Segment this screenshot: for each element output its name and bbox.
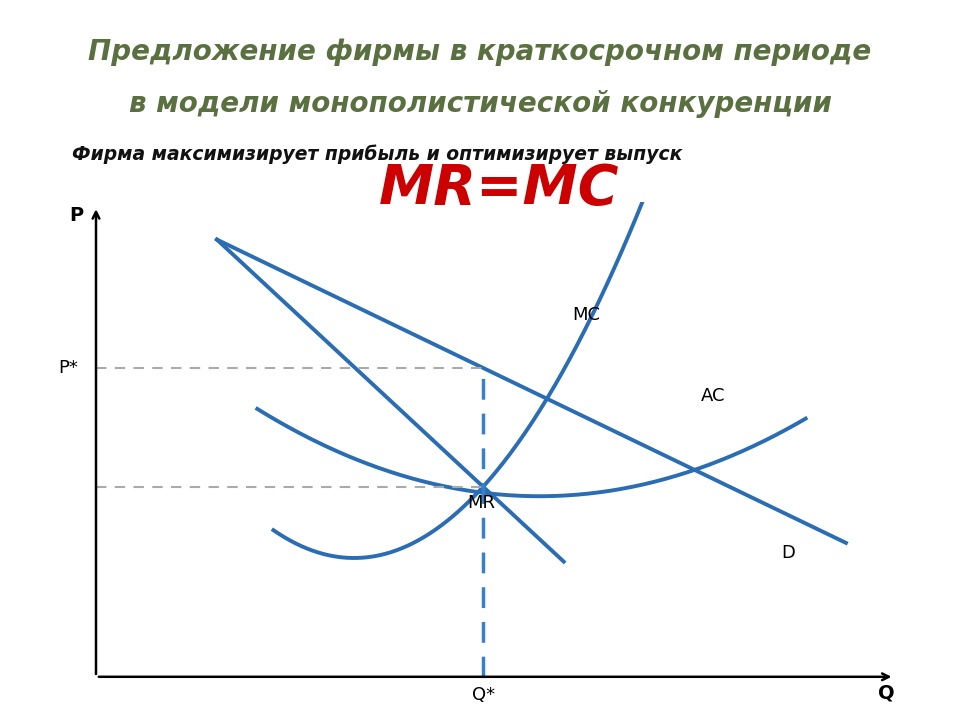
Text: Q*: Q* [471,686,494,704]
Text: MR=MC: MR=MC [379,162,619,216]
Text: P*: P* [58,359,78,377]
Text: D: D [781,544,795,562]
Text: MC: MC [572,307,600,325]
Text: MR: MR [467,494,495,512]
Text: Q: Q [878,684,895,703]
Text: P: P [69,207,83,225]
Text: Предложение фирмы в краткосрочном периоде: Предложение фирмы в краткосрочном период… [88,38,872,66]
Text: в модели монополистической конкуренции: в модели монополистической конкуренции [129,89,831,117]
Text: Фирма максимизирует прибыль и оптимизирует выпуск: Фирма максимизирует прибыль и оптимизиру… [72,144,683,163]
Text: AC: AC [701,387,726,405]
